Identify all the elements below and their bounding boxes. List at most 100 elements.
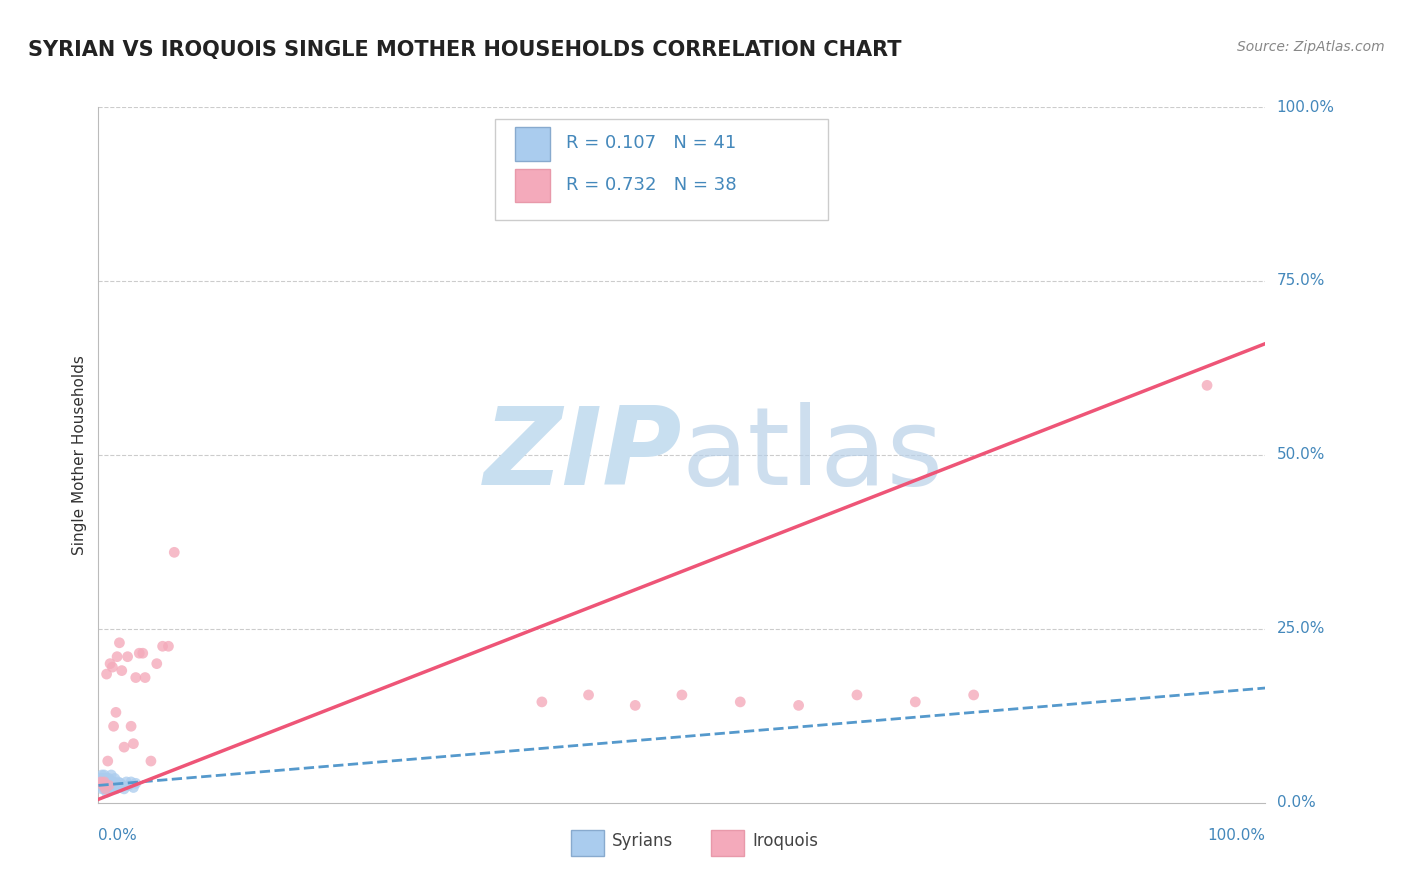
Point xyxy=(122,737,145,751)
Text: R = 0.732   N = 38: R = 0.732 N = 38 xyxy=(567,176,737,194)
Point xyxy=(90,775,112,789)
Point xyxy=(97,772,120,786)
Bar xyxy=(515,128,550,161)
Point xyxy=(904,695,927,709)
Point xyxy=(104,781,127,796)
Point xyxy=(962,688,984,702)
Text: 75.0%: 75.0% xyxy=(1277,274,1324,288)
Point xyxy=(90,772,112,786)
Point xyxy=(94,781,117,796)
Point xyxy=(787,698,810,713)
Point xyxy=(93,775,115,789)
Point xyxy=(115,775,138,789)
Point xyxy=(89,775,111,789)
Point xyxy=(111,664,134,678)
Text: 50.0%: 50.0% xyxy=(1277,448,1324,462)
Point xyxy=(93,781,115,796)
Point xyxy=(91,775,114,789)
Bar xyxy=(515,169,550,202)
Point xyxy=(157,639,180,653)
Point xyxy=(91,772,114,786)
Point xyxy=(163,545,186,559)
Point xyxy=(90,776,112,790)
Point xyxy=(90,781,112,796)
Bar xyxy=(711,830,744,856)
Point xyxy=(97,778,120,793)
Point xyxy=(128,646,150,660)
Text: 0.0%: 0.0% xyxy=(98,828,138,843)
Text: Source: ZipAtlas.com: Source: ZipAtlas.com xyxy=(1237,40,1385,54)
Point xyxy=(104,772,127,786)
Point xyxy=(105,778,128,793)
Point xyxy=(101,775,124,789)
Point xyxy=(107,775,129,789)
Point xyxy=(96,667,118,681)
FancyBboxPatch shape xyxy=(495,119,828,219)
Point xyxy=(103,778,125,793)
Y-axis label: Single Mother Households: Single Mother Households xyxy=(72,355,87,555)
Point xyxy=(98,775,121,789)
Point xyxy=(120,775,142,789)
Point xyxy=(671,688,693,702)
Point xyxy=(134,671,156,685)
Point xyxy=(90,768,112,782)
Point xyxy=(101,781,124,796)
Point xyxy=(90,778,112,793)
Text: 25.0%: 25.0% xyxy=(1277,622,1324,636)
Point xyxy=(578,688,600,702)
Point xyxy=(96,785,118,799)
Point xyxy=(101,660,124,674)
Point xyxy=(90,775,112,789)
Point xyxy=(98,657,121,671)
Point xyxy=(139,754,162,768)
Point xyxy=(846,688,869,702)
Point xyxy=(108,780,131,795)
Point xyxy=(93,775,115,789)
Point xyxy=(730,695,752,709)
Point xyxy=(117,649,139,664)
Point xyxy=(100,768,122,782)
Point xyxy=(105,649,128,664)
Text: Syrians: Syrians xyxy=(612,832,673,850)
Point xyxy=(91,778,114,793)
Point xyxy=(94,772,117,786)
Point xyxy=(93,768,115,782)
Point xyxy=(104,706,127,720)
Point xyxy=(94,778,117,793)
Text: Iroquois: Iroquois xyxy=(752,832,818,850)
Point xyxy=(108,636,131,650)
Point xyxy=(104,776,127,790)
Point xyxy=(125,776,148,790)
Text: 100.0%: 100.0% xyxy=(1208,828,1265,843)
Point xyxy=(97,781,120,796)
Point xyxy=(112,740,135,755)
Point xyxy=(530,695,553,709)
Point xyxy=(125,671,148,685)
Point xyxy=(122,780,145,795)
Point xyxy=(96,778,118,793)
Text: SYRIAN VS IROQUOIS SINGLE MOTHER HOUSEHOLDS CORRELATION CHART: SYRIAN VS IROQUOIS SINGLE MOTHER HOUSEHO… xyxy=(28,40,901,60)
Point xyxy=(97,778,120,793)
Point xyxy=(152,639,174,653)
Text: R = 0.107   N = 41: R = 0.107 N = 41 xyxy=(567,134,737,153)
Point xyxy=(111,778,134,793)
Point xyxy=(98,781,121,796)
Bar xyxy=(571,830,603,856)
Point xyxy=(112,781,135,796)
Text: 0.0%: 0.0% xyxy=(1277,796,1315,810)
Text: ZIP: ZIP xyxy=(484,402,682,508)
Point xyxy=(624,698,647,713)
Point xyxy=(118,778,141,793)
Point xyxy=(91,778,114,793)
Point xyxy=(97,775,120,789)
Point xyxy=(97,754,120,768)
Point xyxy=(120,719,142,733)
Point xyxy=(146,657,169,671)
Text: 100.0%: 100.0% xyxy=(1277,100,1334,114)
Point xyxy=(132,646,155,660)
Point xyxy=(103,719,125,733)
Point xyxy=(110,776,132,790)
Point xyxy=(1195,378,1218,392)
Text: atlas: atlas xyxy=(682,402,943,508)
Point xyxy=(96,772,118,786)
